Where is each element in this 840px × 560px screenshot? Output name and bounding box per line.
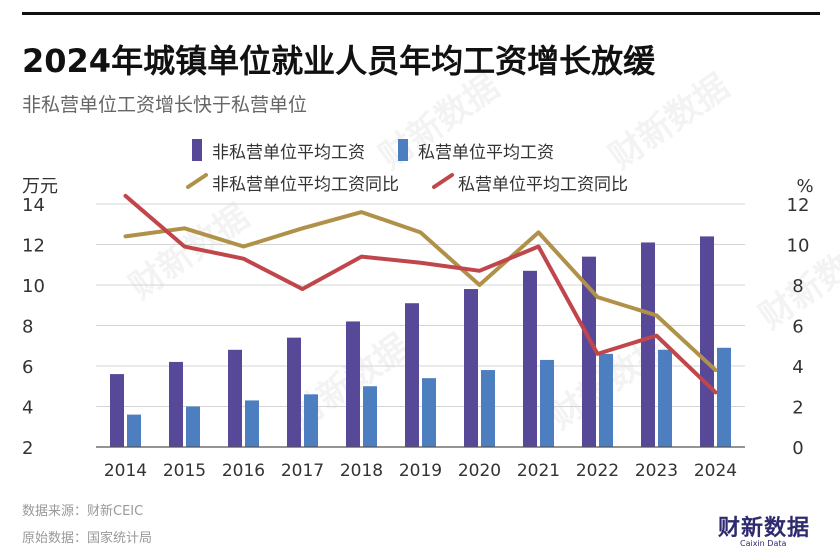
nonprivate-yoy-line xyxy=(123,210,718,373)
nonprivate-bar-2024 xyxy=(700,236,714,447)
nonprivate-bar-2023 xyxy=(641,242,655,447)
chart-title: 2024年城镇单位就业人员年均工资增长放缓 xyxy=(22,42,656,80)
x-tick-label: 2016 xyxy=(222,461,265,481)
right-tick-label: 10 xyxy=(787,236,810,257)
nonprivate-bar-2019 xyxy=(405,303,419,447)
x-tick-label: 2014 xyxy=(104,461,147,481)
left-tick-label: 14 xyxy=(22,195,45,216)
nonprivate-bar-2014 xyxy=(110,374,124,447)
axes: 14 12 12 10 10 8 8 6 6 4 4 2 2 0 万元 % 2014 2015 2016 2017 20… xyxy=(22,176,814,481)
bars xyxy=(110,236,731,447)
lines xyxy=(123,193,718,395)
legend-nonprivate-line-label: 非私营单位平均工资同比 xyxy=(212,175,399,195)
private-bar-2019 xyxy=(422,378,436,447)
chart-subtitle: 非私营单位工资增长快于私营单位 xyxy=(22,94,308,116)
left-tick-label: 6 xyxy=(22,357,33,378)
right-tick-label: 6 xyxy=(792,317,803,338)
private-bar-2022 xyxy=(599,353,613,447)
nonprivate-bar-2022 xyxy=(582,256,596,447)
logo-text: 财新数据 xyxy=(718,516,811,541)
watermark-0: 财新数据 xyxy=(122,197,256,308)
nonprivate-bar-2020 xyxy=(464,289,478,447)
legend-private-line-swatch xyxy=(432,173,454,189)
left-tick-label: 2 xyxy=(22,438,33,459)
nonprivate-bar-2017 xyxy=(287,337,301,447)
gridlines xyxy=(96,203,745,407)
legend-nonprivate-line-swatch xyxy=(186,173,208,189)
x-tick-label: 2017 xyxy=(281,461,324,481)
left-tick-label: 4 xyxy=(22,398,33,419)
legend-private-line-label: 私营单位平均工资同比 xyxy=(458,175,628,195)
logo-subtext: Caixin Data xyxy=(740,539,787,548)
private-bar-2023 xyxy=(658,349,672,447)
original-source-note: 原始数据：国家统计局 xyxy=(22,531,153,546)
left-tick-label: 12 xyxy=(22,236,45,257)
private-bar-2014 xyxy=(127,414,141,447)
right-tick-label: 2 xyxy=(792,398,803,419)
left-tick-label: 10 xyxy=(22,276,45,297)
right-axis-unit: % xyxy=(796,176,813,197)
caixin-data-logo: 财新数据 Caixin Data xyxy=(718,510,816,548)
private-bar-2021 xyxy=(540,359,554,447)
x-tick-label: 2020 xyxy=(458,461,501,481)
nonprivate-bar-2018 xyxy=(346,321,360,447)
top-rule xyxy=(22,12,820,15)
x-tick-label: 2024 xyxy=(694,461,737,481)
left-tick-label: 8 xyxy=(22,317,33,338)
nonprivate-bar-2021 xyxy=(523,270,537,447)
right-tick-label: 8 xyxy=(792,276,803,297)
source-note: 数据来源：财新CEIC xyxy=(22,504,144,519)
private-bar-2017 xyxy=(304,394,318,447)
private-bar-2015 xyxy=(186,406,200,447)
x-tick-label: 2018 xyxy=(340,461,383,481)
nonprivate-bar-2015 xyxy=(169,361,183,447)
legend-nonprivate-bar-label: 非私营单位平均工资 xyxy=(212,143,365,163)
right-tick-label: 4 xyxy=(792,357,803,378)
x-tick-label: 2023 xyxy=(635,461,678,481)
legend-private-bar-swatch xyxy=(398,139,408,161)
private-bar-2016 xyxy=(245,400,259,447)
private-bar-2018 xyxy=(363,386,377,447)
legend-nonprivate-bar-swatch xyxy=(192,139,202,161)
nonprivate-bar-2016 xyxy=(228,349,242,447)
x-tick-label: 2022 xyxy=(576,461,619,481)
private-bar-2024 xyxy=(717,347,731,447)
right-tick-label: 0 xyxy=(792,438,803,459)
x-tick-label: 2019 xyxy=(399,461,442,481)
left-axis-unit: 万元 xyxy=(22,176,58,197)
legend-private-bar-label: 私营单位平均工资 xyxy=(418,143,554,163)
right-tick-label: 12 xyxy=(787,195,810,216)
x-tick-label: 2015 xyxy=(163,461,206,481)
private-yoy-line xyxy=(123,193,718,395)
watermark-2: 财新数据 xyxy=(602,67,736,178)
private-bar-2020 xyxy=(481,370,495,447)
x-tick-label: 2021 xyxy=(517,461,560,481)
